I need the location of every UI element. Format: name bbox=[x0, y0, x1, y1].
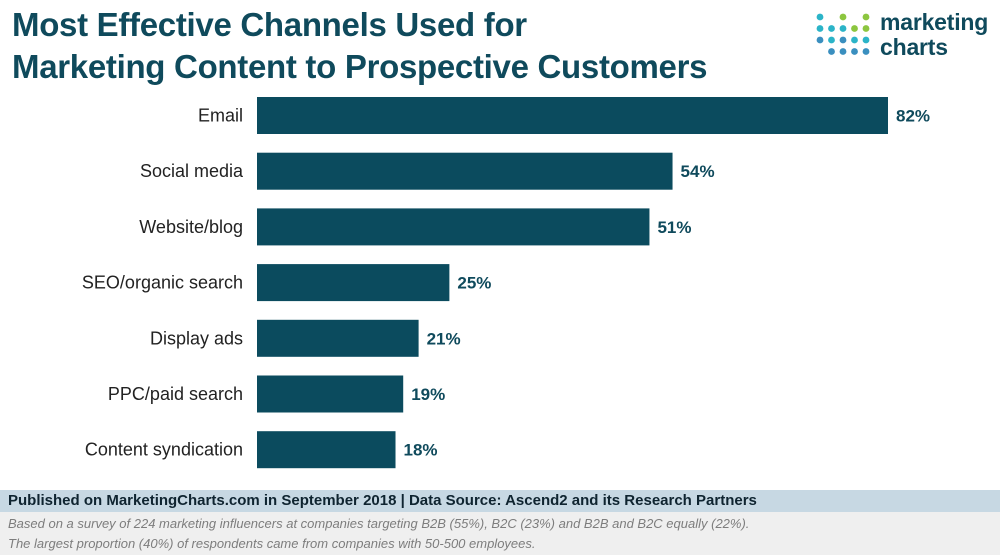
category-label-seo-organic-search: SEO/organic search bbox=[82, 273, 243, 293]
value-label-seo-organic-search: 25% bbox=[457, 274, 491, 293]
title-line-2: Marketing Content to Prospective Custome… bbox=[12, 48, 708, 85]
category-label-display-ads: Display ads bbox=[150, 328, 243, 348]
category-label-content-syndication: Content syndication bbox=[85, 440, 243, 460]
category-label-social-media: Social media bbox=[140, 161, 244, 181]
marketingcharts-logo: marketing charts bbox=[814, 10, 994, 62]
logo-dot bbox=[828, 48, 835, 55]
footnote-respondents: The largest proportion (40%) of responde… bbox=[8, 536, 536, 551]
value-label-ppc-paid-search: 19% bbox=[411, 385, 445, 404]
logo-dot bbox=[839, 48, 847, 55]
logo-dot bbox=[851, 25, 858, 32]
title-line-1: Most Effective Channels Used for bbox=[12, 6, 527, 43]
logo-dot bbox=[851, 36, 858, 44]
logo-dot bbox=[839, 13, 847, 21]
logo-dot bbox=[862, 25, 870, 32]
value-label-content-syndication: 18% bbox=[404, 441, 438, 460]
chart-title: Most Effective Channels Used for Marketi… bbox=[12, 4, 792, 88]
logo-dot bbox=[816, 36, 824, 44]
category-label-email: Email bbox=[198, 106, 243, 126]
bar-email bbox=[257, 97, 888, 134]
logo-dot bbox=[816, 25, 824, 32]
logo-dot bbox=[851, 48, 858, 55]
category-label-ppc-paid-search: PPC/paid search bbox=[108, 384, 243, 404]
value-label-email: 82% bbox=[896, 107, 930, 126]
value-label-display-ads: 21% bbox=[427, 329, 461, 348]
logo-word-marketing: marketing bbox=[880, 9, 989, 35]
logo-word-charts: charts bbox=[880, 34, 948, 60]
published-source-line: Published on MarketingCharts.com in Sept… bbox=[0, 490, 1000, 512]
logo-dot bbox=[816, 13, 824, 21]
logo-dot bbox=[828, 25, 835, 32]
bar-display-ads bbox=[257, 319, 419, 357]
value-label-website-blog: 51% bbox=[657, 218, 691, 237]
logo-dot bbox=[862, 48, 870, 55]
logo-text: marketing charts bbox=[880, 10, 988, 60]
footnote-survey: Based on a survey of 224 marketing influ… bbox=[8, 516, 750, 531]
logo-dot bbox=[839, 25, 847, 32]
bar-ppc-paid-search bbox=[257, 375, 404, 413]
footnotes: Based on a survey of 224 marketing influ… bbox=[0, 512, 1000, 555]
logo-dot bbox=[862, 36, 870, 44]
bar-social-media bbox=[257, 152, 673, 190]
bar-seo-organic-search bbox=[257, 264, 450, 302]
logo-dot bbox=[839, 36, 847, 44]
bar-content-syndication bbox=[257, 431, 396, 469]
dot-grid-logo-icon bbox=[816, 13, 870, 55]
logo-dot bbox=[828, 36, 835, 44]
value-label-social-media: 54% bbox=[681, 162, 715, 181]
bar-chart: Email 82% Social media 54% Website/blog 51% SE… bbox=[82, 97, 930, 469]
category-label-website-blog: Website/blog bbox=[139, 217, 243, 237]
logo-dot bbox=[862, 13, 870, 21]
bar-website-blog bbox=[257, 208, 650, 246]
